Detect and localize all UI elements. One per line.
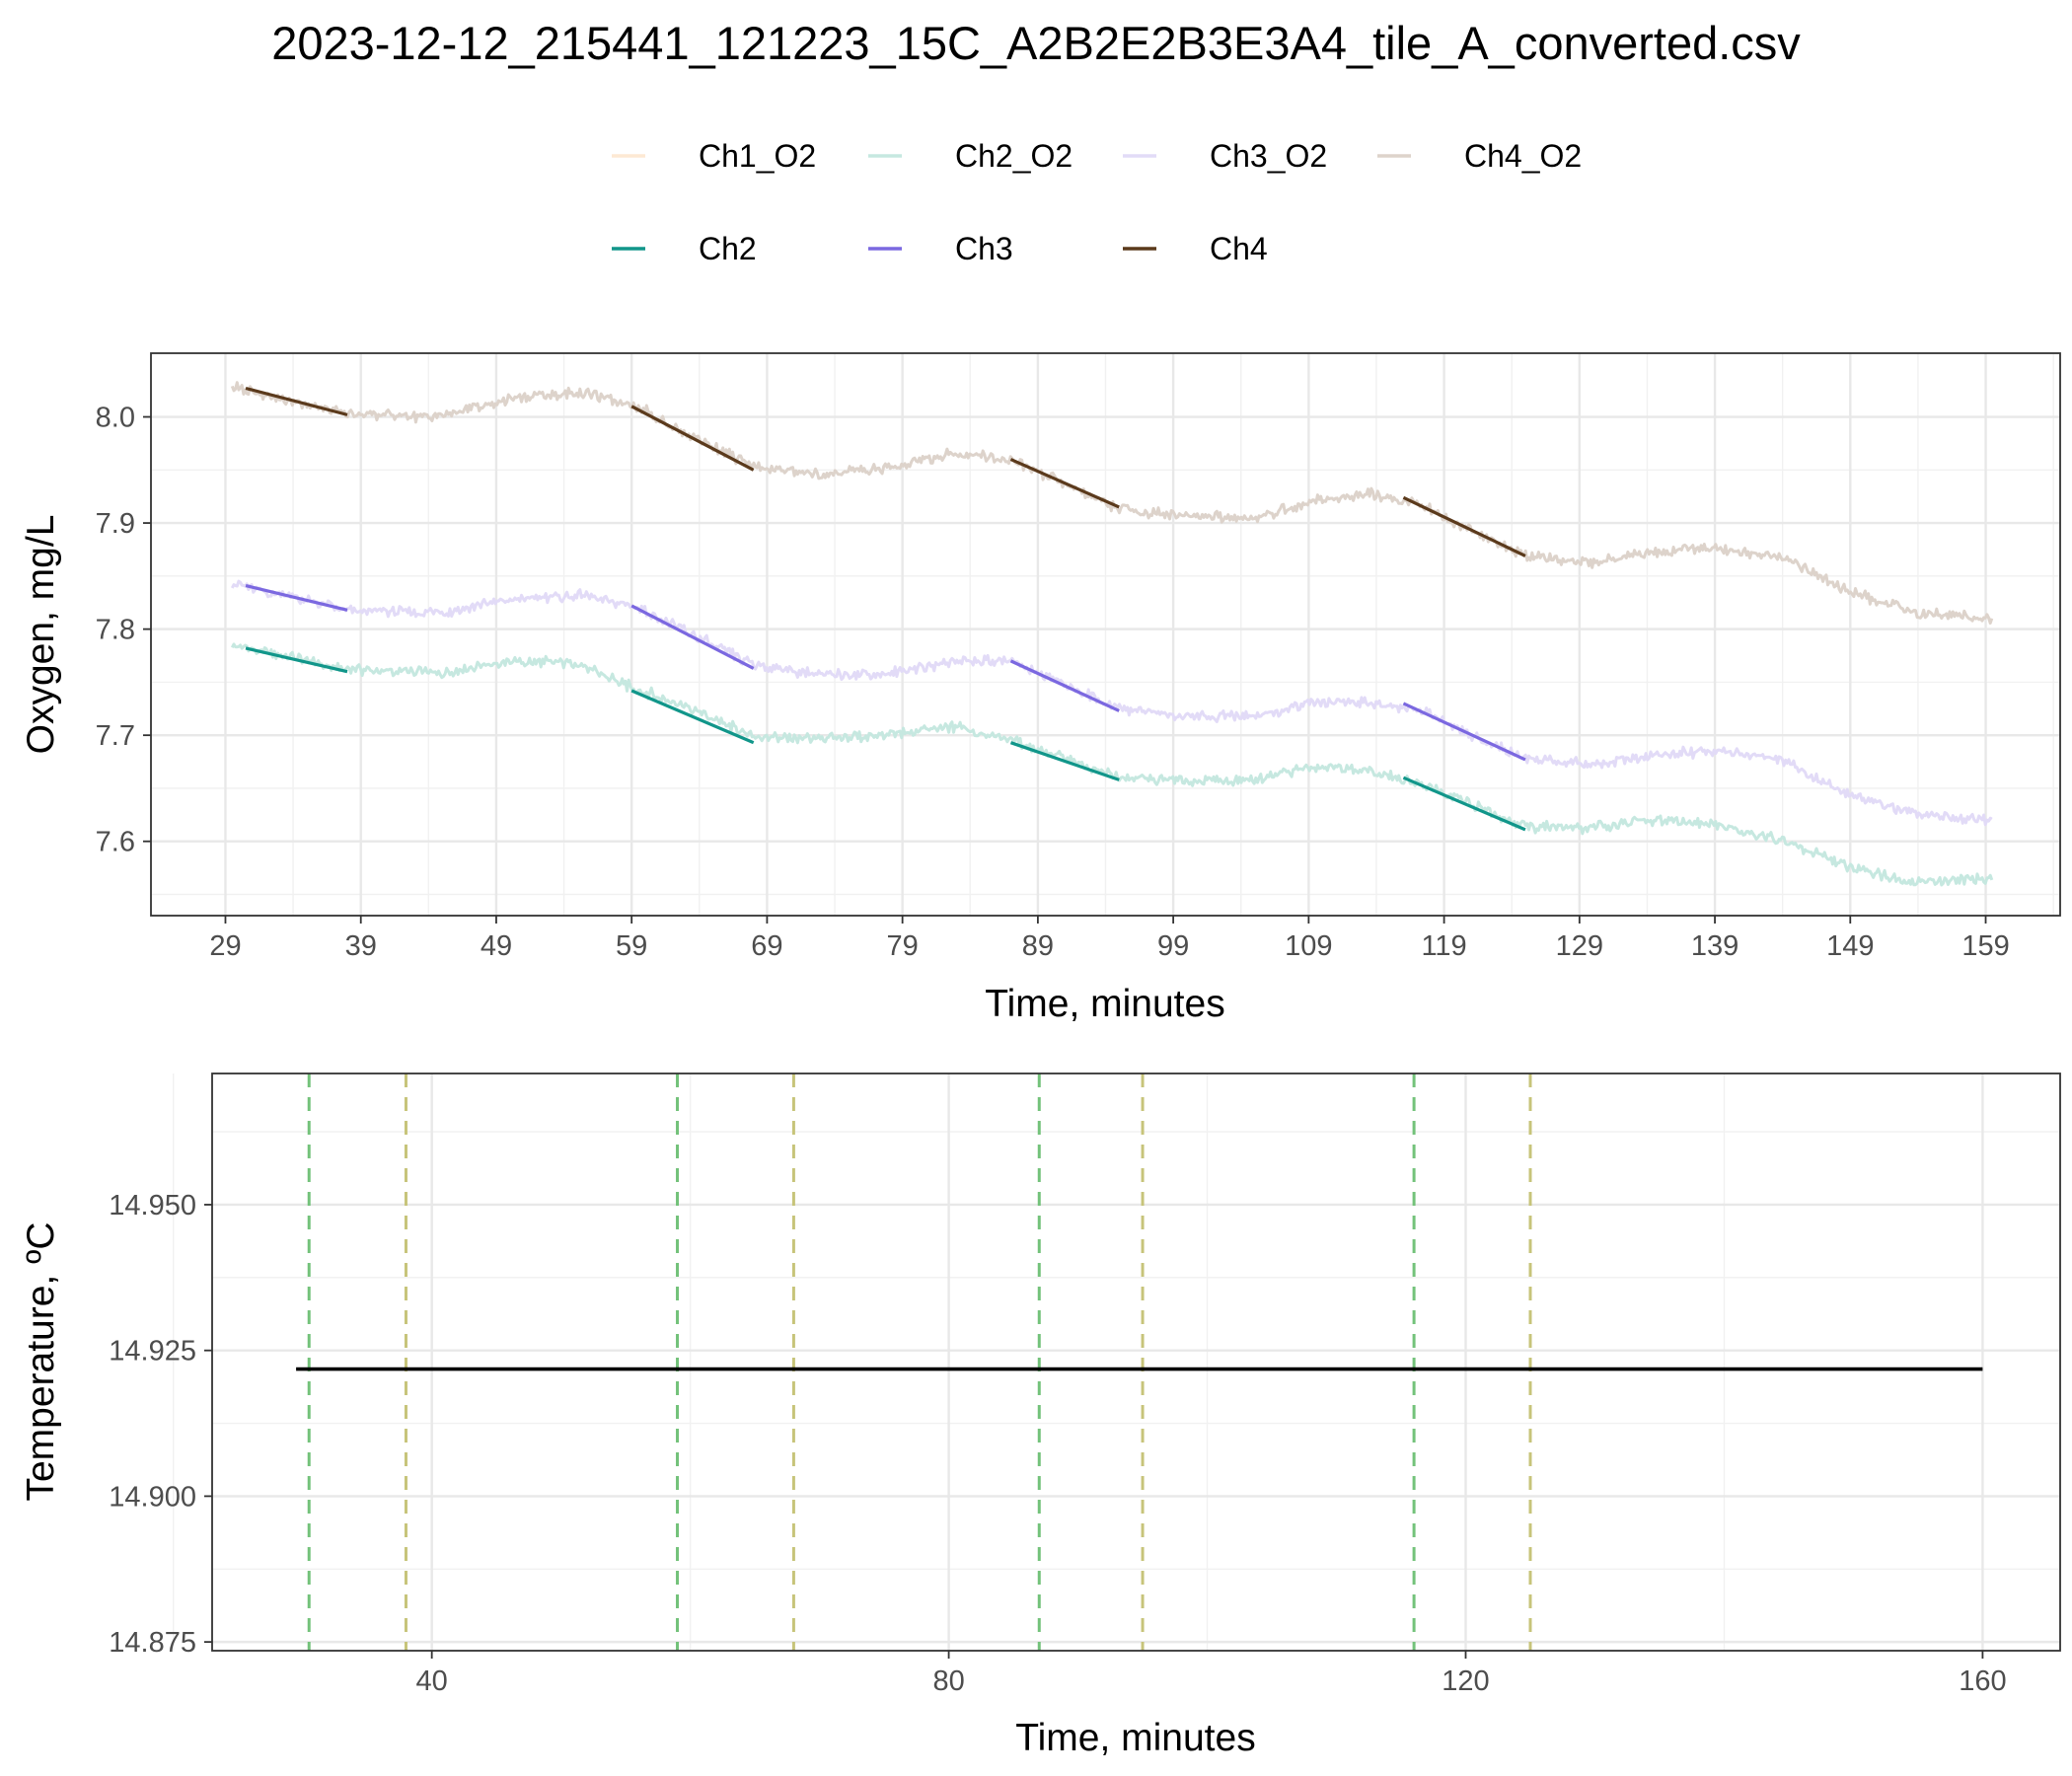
fit-ch3-segment-2	[630, 604, 755, 670]
oxygen-x-tick-label: 119	[1421, 930, 1466, 962]
fit-ch3-segment-1	[245, 583, 348, 612]
fit-ch2-segment-4	[1402, 776, 1526, 832]
oxygen-y-axis-title: Oxygen, mg/L	[20, 515, 62, 755]
oxygen-x-tick-label: 99	[1157, 930, 1189, 962]
oxygen-x-tick-label: 159	[1961, 930, 2009, 962]
temperature-x-tick-label: 120	[1442, 1665, 1489, 1697]
legend-label-ch4-o2: Ch4_O2	[1464, 138, 1582, 174]
oxygen-x-tick-label: 69	[751, 930, 782, 962]
legend: Ch1_O2 Ch2_O2 Ch3_O2 Ch4_O2 Ch2 Ch3 Ch4	[612, 138, 1582, 266]
fit-ch2-segment-3	[1009, 741, 1120, 781]
fit-ch3-segment-3	[1009, 659, 1120, 712]
fit-ch4-segment-4	[1402, 495, 1526, 557]
temperature-x-axis-title: Time, minutes	[1015, 1717, 1255, 1759]
fit-ch4-segment-2	[630, 405, 755, 472]
temperature-x-tick-label: 40	[416, 1665, 448, 1697]
oxygen-y-tick-label: 7.8	[96, 615, 135, 646]
chart-title: 2023-12-12_215441_121223_15C_A2B2E2B3E3A…	[271, 17, 1801, 69]
fit-ch2-segment-2	[630, 689, 755, 745]
temperature-interval-markers	[307, 1073, 1532, 1651]
legend-label-fit-ch3: Ch3	[955, 231, 1013, 266]
oxygen-panel-border	[150, 352, 2061, 917]
oxygen-y-tick-label: 8.0	[96, 403, 135, 434]
oxygen-fit-lines	[245, 386, 1526, 832]
legend-label-ch2-o2: Ch2_O2	[955, 138, 1073, 174]
legend-label-ch1-o2: Ch1_O2	[699, 138, 816, 174]
legend-label-fit-ch2: Ch2	[699, 231, 757, 266]
temperature-y-tick-label: 14.950	[109, 1190, 196, 1221]
oxygen-x-tick-label: 29	[209, 930, 241, 962]
oxygen-x-tick-label: 89	[1022, 930, 1054, 962]
oxygen-x-tick-label: 79	[887, 930, 919, 962]
oxygen-panel: 29 39 49 59 69 79 89 99 109 119 129 139 149 159 7.6 7.7…	[20, 352, 2061, 1025]
legend-label-ch3-o2: Ch3_O2	[1210, 138, 1327, 174]
legend-label-fit-ch4: Ch4	[1210, 231, 1268, 266]
oxygen-y-tick-label: 7.9	[96, 508, 135, 540]
fit-ch2-segment-1	[245, 646, 348, 674]
temperature-panel-border	[211, 1073, 2061, 1652]
temperature-y-tick-label: 14.875	[109, 1627, 196, 1659]
oxygen-x-axis-title: Time, minutes	[985, 983, 1224, 1025]
temperature-y-tick-label: 14.925	[109, 1336, 196, 1368]
temperature-gridlines	[173, 1073, 2060, 1651]
temperature-y-axis-title: Temperature, ºC	[20, 1221, 62, 1501]
oxygen-x-tick-label: 149	[1826, 930, 1874, 962]
temperature-x-tick-label: 160	[1959, 1665, 2006, 1697]
oxygen-axes: 29 39 49 59 69 79 89 99 109 119 129 139 149 159 7.6 7.7…	[96, 403, 2010, 962]
fit-ch4-segment-1	[245, 386, 348, 416]
temperature-axes: 40 80 120 160 14.875 14.900 14.925 14.950	[109, 1190, 2006, 1697]
oxygen-y-tick-label: 7.7	[96, 720, 135, 752]
fit-ch4-segment-3	[1009, 458, 1120, 509]
oxygen-x-tick-label: 39	[345, 930, 377, 962]
oxygen-x-tick-label: 109	[1285, 930, 1332, 962]
oxygen-x-tick-label: 129	[1556, 930, 1603, 962]
oxygen-x-tick-label: 139	[1691, 930, 1739, 962]
oxygen-y-tick-label: 7.6	[96, 827, 135, 858]
temperature-x-tick-label: 80	[932, 1665, 964, 1697]
oxygen-x-tick-label: 59	[616, 930, 647, 962]
oxygen-x-tick-label: 49	[481, 930, 512, 962]
oxygen-gridlines	[151, 353, 2060, 916]
temperature-plot-background	[212, 1073, 2060, 1651]
fit-ch3-segment-4	[1402, 702, 1526, 762]
temperature-y-tick-label: 14.900	[109, 1481, 196, 1513]
series-ch4-o2	[230, 381, 1994, 625]
temperature-panel: 40 80 120 160 14.875 14.900 14.925 14.950 Time,…	[20, 1073, 2061, 1759]
